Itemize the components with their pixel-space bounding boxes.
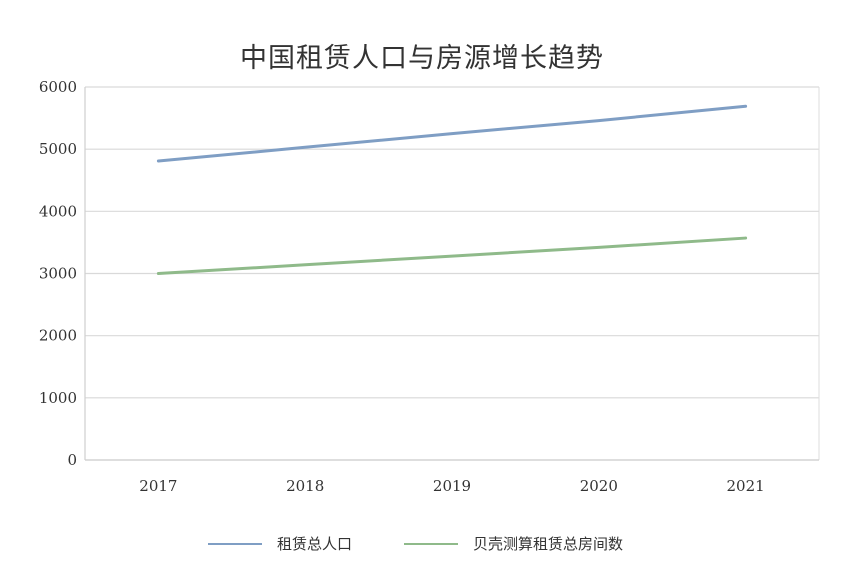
x-tick-label: 2021 — [727, 477, 765, 495]
series-line-1 — [156, 104, 748, 163]
y-tick-label: 1000 — [39, 389, 77, 407]
legend: 租赁总人口 贝壳测算租赁总房间数 — [208, 535, 623, 553]
gridlines — [85, 86, 819, 461]
x-tick-label: 2017 — [139, 477, 177, 495]
x-tick-label: 2019 — [433, 477, 471, 495]
y-tick-label: 6000 — [39, 78, 77, 96]
y-tick-label: 4000 — [39, 202, 77, 220]
axes — [84, 87, 820, 461]
series-line-2 — [156, 236, 748, 275]
y-tick-label: 5000 — [39, 140, 77, 158]
series-lines — [156, 104, 748, 275]
y-tick-label: 2000 — [39, 327, 77, 345]
legend-label: 贝壳测算租赁总房间数 — [473, 535, 623, 553]
x-tick-label: 2020 — [580, 477, 618, 495]
legend-label: 租赁总人口 — [277, 535, 352, 553]
chart-title: 中国租赁人口与房源增长趋势 — [240, 43, 604, 74]
x-axis-ticks: 2017 2018 2019 2020 2021 — [139, 477, 764, 495]
y-tick-label: 3000 — [39, 265, 77, 283]
x-tick-label: 2018 — [286, 477, 324, 495]
y-axis-ticks: 0 1000 2000 3000 4000 5000 6000 — [39, 78, 77, 469]
y-tick-label: 0 — [67, 451, 77, 469]
